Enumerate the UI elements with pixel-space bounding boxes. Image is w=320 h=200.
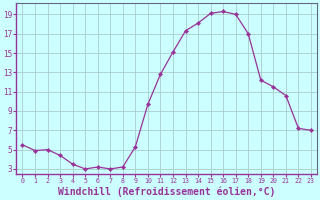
- X-axis label: Windchill (Refroidissement éolien,°C): Windchill (Refroidissement éolien,°C): [58, 187, 276, 197]
